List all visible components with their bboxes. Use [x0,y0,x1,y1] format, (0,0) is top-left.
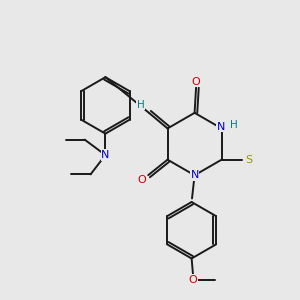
Text: H: H [230,121,238,130]
Text: O: O [192,76,200,87]
Text: O: O [137,176,146,185]
Text: H: H [137,100,145,110]
Text: N: N [101,150,110,160]
Text: N: N [217,122,225,132]
Text: O: O [189,275,197,285]
Text: S: S [245,155,252,165]
Text: N: N [190,170,199,180]
